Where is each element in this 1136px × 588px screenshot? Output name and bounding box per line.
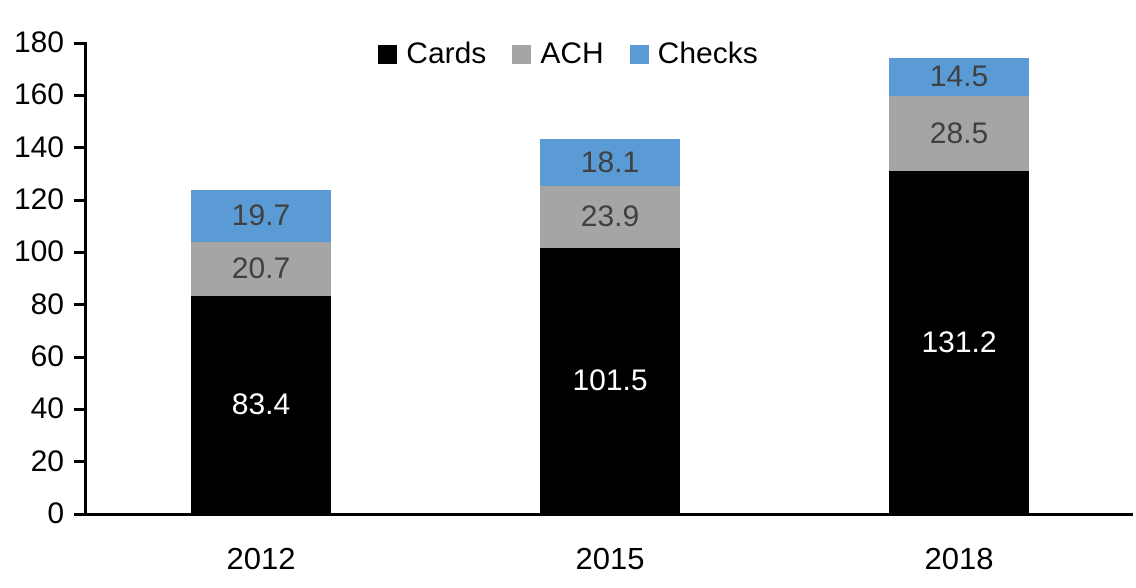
data-label-2018-cards: 131.2 [921, 326, 997, 359]
data-label-2012-cards: 83.4 [231, 388, 291, 421]
bar-2012-cards: 83.4 [191, 296, 331, 514]
legend-swatch-checks [629, 44, 649, 64]
x-tick-label-2012: 2012 [226, 541, 296, 576]
y-tick-label: 180 [13, 26, 64, 59]
y-tick-mark [74, 513, 86, 516]
data-label-2015-ach: 23.9 [580, 200, 640, 233]
legend: Cards ACH Checks [0, 39, 1136, 69]
data-label-2015-checks: 18.1 [580, 146, 640, 179]
legend-item-cards: Cards [378, 39, 486, 69]
legend-swatch-cards [378, 44, 398, 64]
x-tick-label-2015: 2015 [575, 541, 645, 576]
y-tick-mark [74, 356, 86, 359]
y-tick-label: 120 [13, 183, 64, 216]
x-axis-line [84, 513, 1133, 516]
y-tick-label: 40 [30, 392, 64, 425]
bar-2018-checks: 14.5 [889, 58, 1029, 96]
bar-2015-ach: 23.9 [540, 186, 680, 248]
legend-item-ach: ACH [512, 37, 604, 70]
legend-label: ACH [540, 37, 604, 70]
data-label-2018-checks: 14.5 [929, 60, 989, 93]
y-tick-label: 140 [13, 131, 64, 164]
y-tick-mark [74, 303, 86, 306]
bar-2018-ach: 28.5 [889, 96, 1029, 171]
data-label-2018-ach: 28.5 [929, 117, 989, 150]
y-tick-mark [74, 42, 86, 45]
data-label-2012-checks: 19.7 [231, 199, 291, 232]
y-tick-mark [74, 146, 86, 149]
y-tick-mark [74, 460, 86, 463]
data-label-2012-ach: 20.7 [231, 252, 291, 285]
legend-label: Checks [657, 37, 758, 70]
bar-2015-cards: 101.5 [540, 248, 680, 514]
y-tick-mark [74, 199, 86, 202]
legend-item-checks: Checks [629, 37, 758, 70]
data-label-2015-cards: 101.5 [572, 364, 648, 397]
y-axis-line [84, 42, 87, 516]
legend-swatch-ach [512, 44, 532, 64]
y-tick-label: 60 [30, 340, 64, 373]
bar-2012-checks: 19.7 [191, 190, 331, 242]
y-tick-mark [74, 94, 86, 97]
x-tick-label-2018: 2018 [924, 541, 994, 576]
bar-2012-ach: 20.7 [191, 242, 331, 296]
y-tick-label: 0 [47, 497, 64, 530]
y-tick-label: 100 [13, 235, 64, 268]
bar-2015-checks: 18.1 [540, 139, 680, 186]
bar-2018-cards: 131.2 [889, 171, 1029, 514]
y-tick-mark [74, 251, 86, 254]
y-tick-label: 80 [30, 288, 64, 321]
y-tick-label: 20 [30, 445, 64, 478]
y-tick-label: 160 [13, 78, 64, 111]
y-tick-mark [74, 408, 86, 411]
legend-label: Cards [406, 37, 487, 70]
